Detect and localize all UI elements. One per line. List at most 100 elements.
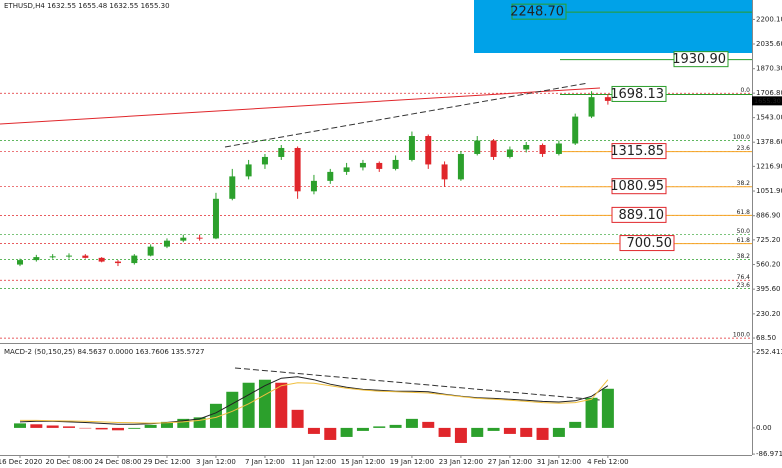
macd-histogram-bar [160, 421, 173, 428]
macd-histogram-bar [520, 427, 533, 437]
candle-body [114, 261, 121, 264]
macd-histogram-bar [503, 427, 516, 434]
trend-line [0, 87, 601, 125]
candle-body [343, 167, 350, 172]
macd-histogram-bar [177, 418, 190, 428]
x-tick-label: 29 Dec 12:00 [143, 458, 190, 466]
macd-histogram-bar [30, 424, 43, 428]
candle-body [147, 246, 154, 256]
macd-histogram-bar [487, 427, 500, 431]
y-tick-label: 252.4136 [756, 348, 782, 356]
level-label: 700.50 [627, 236, 673, 251]
candle-body [294, 147, 301, 192]
trend-line [224, 82, 589, 148]
macd-histogram-bar [405, 418, 418, 428]
x-tick-label: 15 Jan 12:00 [341, 458, 385, 466]
candle-body [229, 176, 236, 199]
y-tick-label: 2200.10 [756, 15, 782, 23]
macd-histogram-bar [569, 421, 582, 428]
macd-histogram-bar [422, 421, 435, 428]
y-tick-label: 1870.30 [756, 65, 782, 73]
candle-body [261, 156, 268, 165]
y-tick-label: 1706.80 [756, 89, 782, 97]
fib-label: 38.2 [737, 180, 751, 187]
macd-histogram-bar [258, 379, 271, 428]
candle-body [245, 164, 252, 177]
y-tick-label: -86.9716 [756, 450, 782, 458]
candle-body [425, 136, 432, 165]
x-tick-label: 23 Jan 12:00 [439, 458, 483, 466]
x-tick-label: 4 Feb 12:00 [587, 458, 628, 466]
macd-histogram-bar [340, 427, 353, 437]
macd-histogram-bar [356, 427, 369, 431]
fib-label: 76.4 [737, 274, 751, 281]
candle-body [408, 136, 415, 160]
candle-body [163, 240, 170, 247]
y-tick-label: 68.50 [756, 334, 776, 342]
y-tick-label: 0.00 [756, 424, 772, 432]
candle-body [572, 116, 579, 144]
level-label: 1315.85 [610, 144, 664, 159]
x-tick-label: 16 Dec 2020 [0, 458, 42, 466]
macd-histogram-bar [95, 427, 108, 430]
candle-body [392, 159, 399, 169]
x-tick-label: 19 Jan 12:00 [390, 458, 434, 466]
candle-body [588, 97, 595, 117]
candle-body [33, 257, 40, 261]
last-price-label: 1655.30 [754, 97, 781, 105]
candle-body [180, 237, 187, 241]
macd-histogram-bar [291, 409, 304, 428]
chart-title: ETHUSD,H4 1632.55 1655.48 1632.55 1655.3… [4, 2, 170, 10]
y-tick-label: 1051.90 [756, 187, 782, 195]
candle-body [457, 153, 464, 180]
macd-histogram-bar [62, 426, 75, 428]
macd-histogram-bar [193, 417, 206, 428]
y-tick-label: 395.60 [756, 285, 781, 293]
level-box [619, 235, 675, 252]
x-tick-label: 3 Jan 12:00 [196, 458, 236, 466]
candle-body [523, 144, 530, 150]
macd-histogram-bar [79, 427, 92, 429]
candle-body [196, 237, 203, 239]
macd-histogram-bar [111, 427, 124, 431]
y-tick-label: 1543.00 [756, 114, 782, 122]
level-box [611, 206, 667, 223]
y-tick-label: 2035.60 [756, 40, 782, 48]
fib-label: 38.2 [737, 253, 751, 260]
y-tick-label: 1378.60 [756, 138, 782, 146]
candle-body [98, 257, 105, 262]
candle-body [82, 255, 89, 258]
fib-label: 0.0 [740, 87, 750, 94]
macd-histogram-bar [307, 427, 320, 434]
y-tick-label: 1216.90 [756, 162, 782, 170]
candle-body [506, 149, 513, 157]
fib-label: 61.8 [737, 209, 751, 216]
candle-body [131, 255, 138, 264]
macd-histogram-bar [585, 397, 598, 428]
macd-histogram-bar [373, 426, 386, 428]
macd-histogram-bar [226, 391, 239, 428]
level-label: 1080.95 [610, 179, 664, 194]
macd-histogram-bar [454, 427, 467, 443]
x-tick-label: 7 Jan 12:00 [245, 458, 285, 466]
x-tick-label: 11 Jan 12:00 [292, 458, 336, 466]
x-tick-label: 24 Dec 08:00 [94, 458, 141, 466]
macd-histogram-bar [324, 427, 337, 440]
macd-histogram-bar [128, 427, 141, 429]
macd-histogram-bar [14, 423, 26, 428]
macd-trend-line [234, 367, 601, 401]
fib-label: 61.8 [737, 237, 751, 244]
x-tick-label: 27 Jan 12:00 [488, 458, 532, 466]
fib-label: 100.0 [733, 332, 750, 339]
macd-histogram-bar [209, 403, 222, 428]
candle-body [604, 97, 611, 101]
y-tick-label: 725.20 [756, 236, 781, 244]
macd-histogram-bar [46, 425, 59, 428]
fib-label: 50.0 [737, 228, 751, 235]
level-box [611, 178, 667, 195]
last-price-box [752, 96, 782, 106]
candle-body [490, 140, 497, 157]
y-tick-label: 230.20 [756, 310, 781, 318]
level-box [611, 85, 667, 102]
